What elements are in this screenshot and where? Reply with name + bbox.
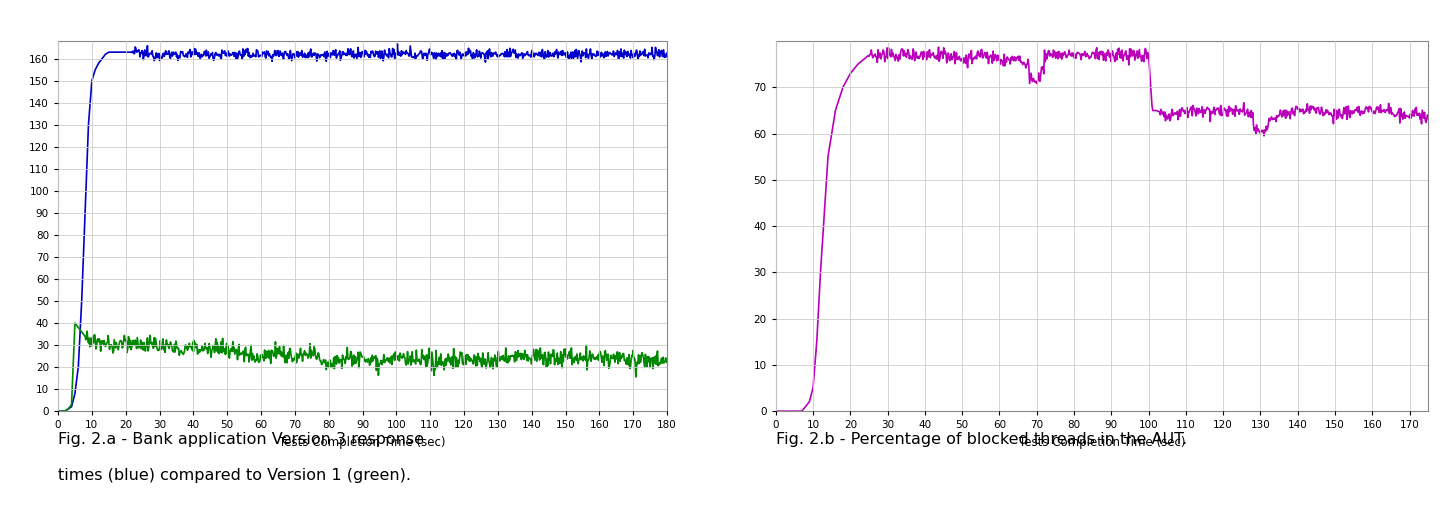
Text: Fig. 2.a - Bank application Version 3 response: Fig. 2.a - Bank application Version 3 re… bbox=[58, 432, 423, 447]
Text: Fig. 2.b - Percentage of blocked threads in the AUT.: Fig. 2.b - Percentage of blocked threads… bbox=[776, 432, 1188, 447]
X-axis label: Tests Completion Time (sec): Tests Completion Time (sec) bbox=[280, 436, 445, 449]
X-axis label: Tests Completion Time (sec): Tests Completion Time (sec) bbox=[1019, 436, 1185, 449]
Text: times (blue) compared to Version 1 (green).: times (blue) compared to Version 1 (gree… bbox=[58, 468, 410, 483]
